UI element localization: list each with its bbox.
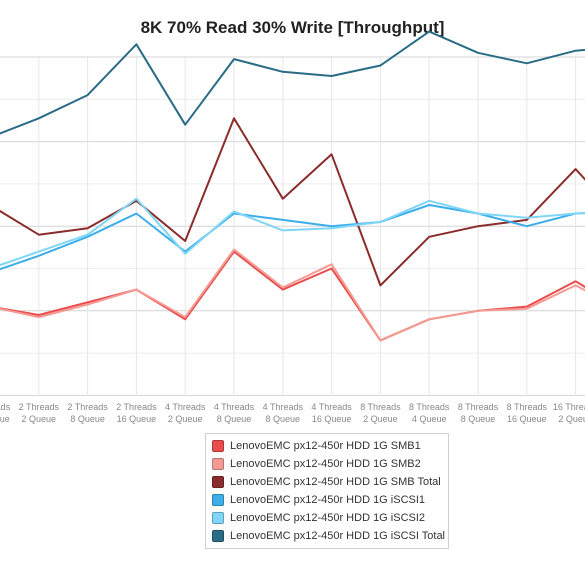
series-line-2 (0, 248, 585, 342)
x-tick-label: 8 Threads 16 Queue (507, 402, 548, 424)
x-tick-label: 4 Threads 8 Queue (263, 402, 304, 424)
legend-swatch (212, 440, 224, 452)
legend-item[interactable]: LenovoEMC px12-450r HDD 1G SMB Total (206, 473, 448, 491)
x-tick-label: 8 Threads 2 Queue (360, 402, 401, 424)
x-tick-label: 4 Threads 8 Queue (214, 402, 255, 424)
legend-label: LenovoEMC px12-450r HDD 1G iSCSI Total (230, 530, 446, 542)
legend-item[interactable]: LenovoEMC px12-450r HDD 1G SMB1 (206, 437, 448, 455)
x-tick-label: 2 Threads 8 Queue (67, 402, 108, 424)
x-tick-label: 2 Threads 16 Queue (116, 402, 157, 424)
x-tick-label: 8 Threads 4 Queue (409, 402, 450, 424)
series-line-5 (0, 197, 585, 267)
legend-item[interactable]: LenovoEMC px12-450r HDD 1G SMB2 (206, 455, 448, 473)
legend-swatch (212, 512, 224, 524)
x-tick-label: 8 Threads 8 Queue (458, 402, 499, 424)
legend-swatch (212, 476, 224, 488)
legend-item[interactable]: LenovoEMC px12-450r HDD 1G iSCSI Total (206, 527, 448, 545)
x-tick-label: 2 Threads 2 Queue (19, 402, 60, 424)
legend-swatch (212, 530, 224, 542)
legend: LenovoEMC px12-450r HDD 1G SMB1 LenovoEMC… (205, 433, 449, 549)
legend-label: LenovoEMC px12-450r HDD 1G SMB Total (230, 476, 441, 488)
legend-item[interactable]: LenovoEMC px12-450r HDD 1G iSCSI1 (206, 491, 448, 509)
legend-swatch (212, 458, 224, 470)
legend-label: LenovoEMC px12-450r HDD 1G iSCSI1 (230, 494, 426, 506)
series-line-1 (0, 250, 585, 342)
chart-title: 8K 70% Read 30% Write [Throughput] (140, 18, 445, 37)
series-line-4 (0, 204, 585, 271)
series-line-3 (0, 117, 585, 287)
x-tick-label: 4 Threads 16 Queue (311, 402, 352, 424)
legend-label: LenovoEMC px12-450r HDD 1G SMB2 (230, 458, 421, 470)
series-lines (0, 30, 585, 342)
grid (0, 56, 585, 396)
x-tick-label: 4 Threads 2 Queue (165, 402, 206, 424)
series-line-6 (0, 30, 585, 135)
legend-label: LenovoEMC px12-450r HDD 1G iSCSI2 (230, 512, 426, 524)
legend-swatch (212, 494, 224, 506)
legend-label: LenovoEMC px12-450r HDD 1G SMB1 (230, 440, 421, 452)
legend-item[interactable]: LenovoEMC px12-450r HDD 1G iSCSI2 (206, 509, 448, 527)
